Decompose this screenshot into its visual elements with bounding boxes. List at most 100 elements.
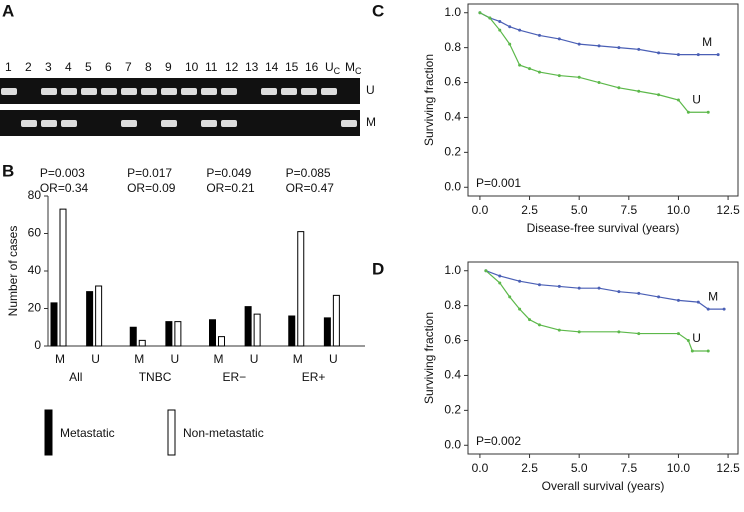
gel-band [281,88,297,95]
lane-text: 10 [185,60,199,74]
lane-text: 12 [225,60,239,74]
y-tick-label: 0.0 [444,437,461,451]
censor-point [508,295,512,299]
x-tick-label: U [171,352,180,366]
censor-point [528,67,532,71]
censor-point [518,307,522,311]
bar [138,339,146,347]
lane-label: 5 [85,60,92,74]
gel-band [161,120,177,127]
censor-point [498,274,502,278]
bar [174,321,182,347]
lane-text: 9 [165,60,172,74]
bar [218,336,225,347]
group-label: ER− [222,370,246,384]
censor-point [577,75,581,79]
censor-point [676,53,680,57]
gel-band [221,88,237,95]
gel-band [61,120,77,127]
group-label: TNBC [139,370,172,384]
x-axis-label: Disease-free survival (years) [527,221,680,235]
y-tick-label: 0.8 [444,40,461,54]
gel-band [201,120,217,127]
censor-point [597,81,601,85]
censor-point [696,300,700,304]
lane-label: MC [345,60,362,76]
gel-band [341,120,357,127]
lane-text: 8 [145,60,152,74]
x-tick-label: 2.5 [521,461,538,475]
lane-label: 8 [145,60,152,74]
gel-band [41,120,57,127]
x-tick-label: 12.5 [716,461,740,475]
annotation: P=0.003 [40,166,85,180]
bar [95,285,103,347]
y-tick-label: 1.0 [444,263,461,277]
bar [253,313,261,347]
censor-point [676,332,680,336]
censor-point [686,110,690,114]
plot-frame [467,261,739,455]
censor-point [508,42,512,46]
gel-band [301,88,317,95]
x-axis-label: Overall survival (years) [542,479,665,493]
y-axis-label: Surviving fraction [422,312,436,404]
lane-text: 16 [305,60,319,74]
gel-band [161,88,177,95]
x-tick-label: 5.0 [571,461,588,475]
censor-point [488,16,492,20]
x-tick-label: 7.5 [620,461,637,475]
censor-point [528,318,532,322]
lane-label: 6 [105,60,112,74]
panel-label: A [2,1,14,20]
censor-point [577,42,581,46]
bar [209,319,216,347]
annotation: P=0.049 [206,166,251,180]
lane-label: 4 [65,60,72,74]
censor-point [557,328,561,332]
censor-point [557,74,561,78]
bar [288,315,296,347]
gel-band [201,88,217,95]
legend-label: Metastatic [60,426,115,440]
gel-band [1,88,17,95]
lane-label: UC [325,60,341,76]
lane-label: 2 [25,60,32,74]
bar [59,208,67,347]
censor-point [557,284,561,288]
gel-band [181,88,197,95]
censor-point [637,47,641,51]
x-tick-label: M [293,352,303,366]
survival-curve [485,270,725,310]
lane-label: 9 [165,60,172,74]
panel-label: B [2,161,14,180]
censor-point [706,349,710,353]
annotation: P=0.085 [286,166,331,180]
censor-point [577,330,581,334]
x-tick-label: 0.0 [472,203,489,217]
lane-subscript: C [355,66,362,76]
lane-text: 6 [105,60,112,74]
x-tick-label: M [134,352,144,366]
curve-label: U [692,331,701,345]
x-tick-label: 10.0 [667,203,691,217]
row-label: M [366,115,376,129]
lane-text: 4 [65,60,72,74]
censor-point [637,291,641,295]
censor-point [508,25,512,29]
gel-band [61,88,77,95]
curve-label: M [702,35,712,49]
lane-subscript: C [334,66,341,76]
y-axis-label: Number of cases [6,226,20,317]
censor-point [597,286,601,290]
annotation: OR=0.21 [206,181,255,195]
censor-point [537,70,541,74]
y-tick-label: 0.4 [444,110,461,124]
bar [50,302,58,347]
lane-label: 13 [245,60,259,74]
censor-point [716,53,720,57]
gel-band [121,120,137,127]
censor-point [498,19,502,23]
lane-label: 1 [5,60,12,74]
